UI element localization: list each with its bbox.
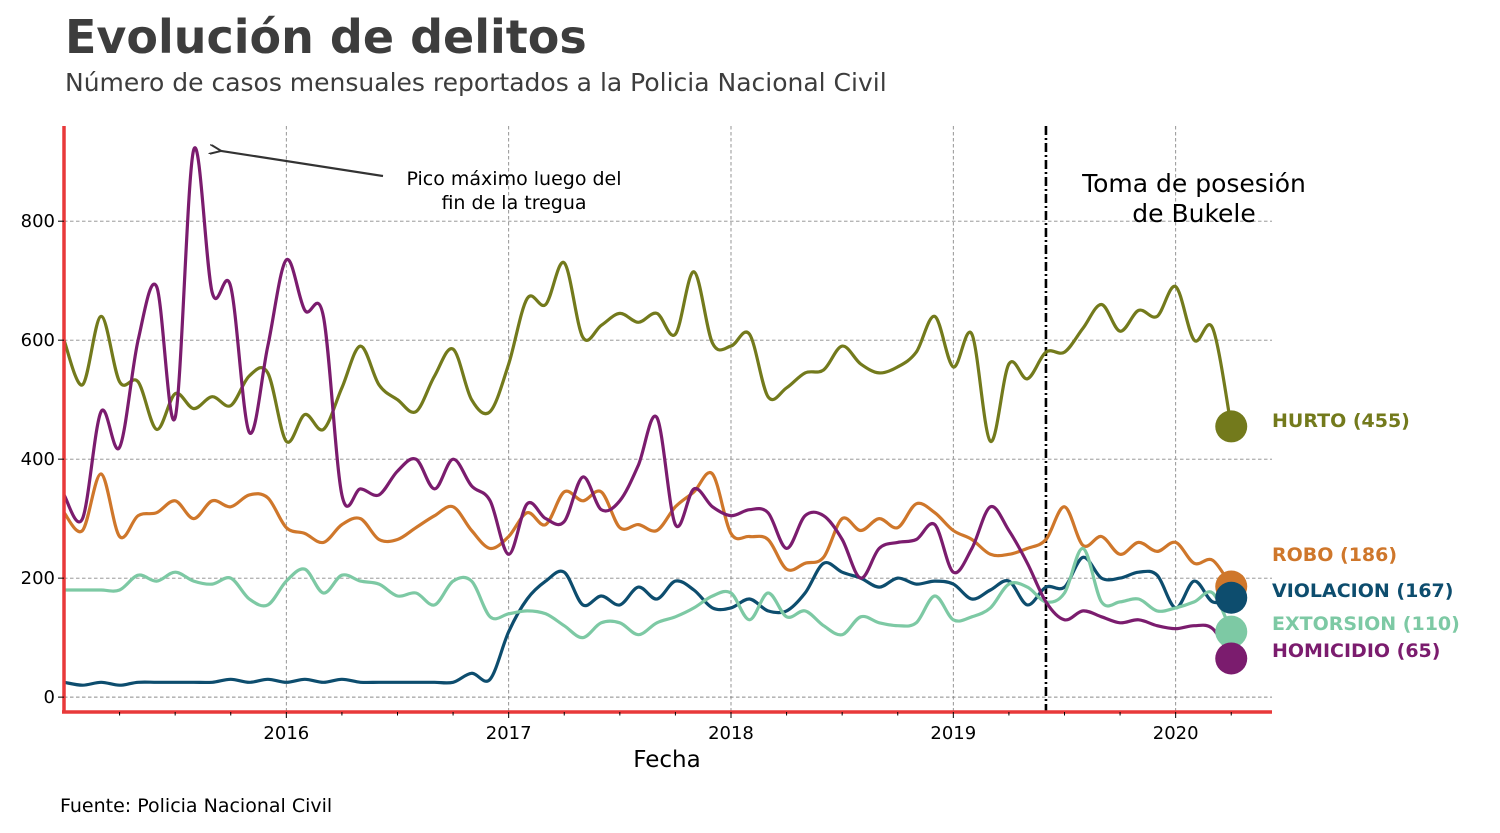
y-tick-label: 400	[21, 449, 55, 470]
y-tick-label: 200	[21, 568, 55, 589]
x-tick-label: 2019	[930, 723, 976, 744]
end-label-robo: ROBO (186)	[1272, 544, 1397, 566]
y-tick-label: 800	[21, 211, 55, 232]
end-label-hurto: HURTO (455)	[1272, 410, 1410, 432]
series-line-homicidio	[62, 146, 1233, 660]
series-line-violacion	[63, 555, 1232, 687]
y-tick-label: 0	[44, 687, 55, 708]
chart-subtitle: Número de casos mensuales reportados a l…	[65, 68, 887, 97]
end-label-homicidio: HOMICIDIO (65)	[1272, 640, 1440, 662]
x-axis-label: Fecha	[633, 747, 700, 773]
series-group	[62, 146, 1233, 687]
bukele-annotation-line: Toma de posesión	[1081, 169, 1306, 198]
series-line-extorsion	[64, 546, 1233, 640]
tick-labels: 0 200 400 600 800 2016 2017 2018 2019 2020	[21, 211, 1232, 744]
x-tick-label: 2018	[708, 723, 754, 744]
series-line-robo	[62, 470, 1233, 588]
end-labels: HURTO (455) ROBO (186) VIOLACION (167) EXTO…	[1215, 410, 1460, 675]
end-label-extorsion: EXTORSION (110)	[1272, 613, 1460, 635]
grid	[64, 126, 1272, 712]
end-dot-hurto	[1215, 410, 1248, 443]
x-tick-label: 2016	[263, 723, 309, 744]
source-note: Fuente: Policia Nacional Civil	[60, 795, 332, 817]
y-tick-label: 600	[21, 330, 55, 351]
chart-title: Evolución de delitos	[65, 10, 587, 64]
end-label-violacion: VIOLACION (167)	[1272, 580, 1453, 602]
x-tick-label: 2020	[1153, 723, 1199, 744]
series-line-hurto	[62, 261, 1233, 444]
axes	[62, 126, 1272, 714]
x-tick-label: 2017	[486, 723, 532, 744]
bukele-annotation-line: de Bukele	[1132, 199, 1256, 228]
end-dot-violacion	[1215, 581, 1248, 614]
end-dot-extorsion	[1215, 615, 1248, 648]
peak-annotation-line: fin de la tregua	[441, 192, 586, 214]
peak-arrow	[220, 151, 384, 178]
end-dot-homicidio	[1215, 642, 1248, 675]
peak-annotation-line: Pico máximo luego del	[406, 168, 621, 190]
